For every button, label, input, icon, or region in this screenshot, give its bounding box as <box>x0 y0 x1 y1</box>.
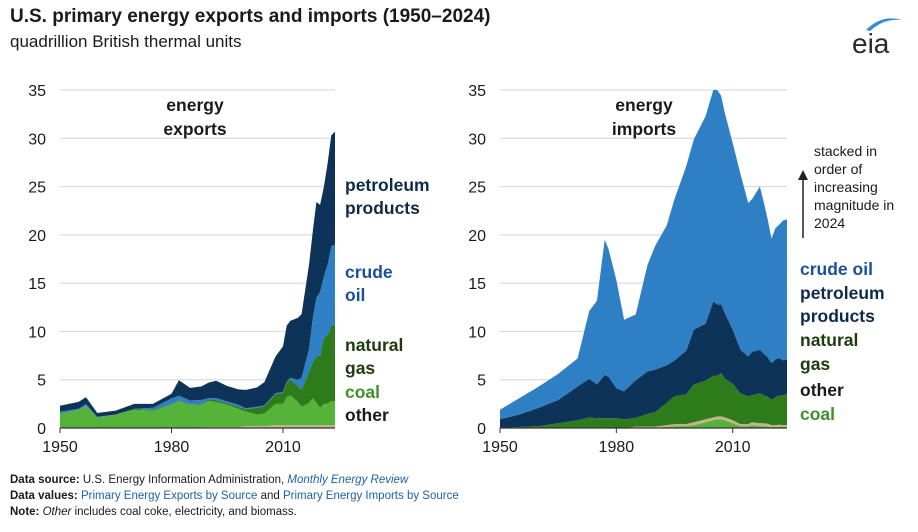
chart-exports: 0 5 10 15 20 25 30 35 1950 1980 2010 energy exports p… <box>28 83 429 456</box>
annotation-line: 2024 <box>814 215 845 231</box>
footer-values-link-exports[interactable]: Primary Energy Exports by Source <box>80 490 258 502</box>
y-tick-label: 20 <box>468 228 486 245</box>
footer-note: Note: Other includes coal coke, electric… <box>10 506 297 518</box>
y-tick-label: 25 <box>28 180 46 197</box>
exports-title-line2: exports <box>163 119 226 139</box>
area-natural-gas <box>500 373 787 428</box>
imports-legend-coal: coal <box>800 404 835 424</box>
area-crude-oil <box>500 90 787 420</box>
area-coal <box>500 419 787 428</box>
page-title: U.S. primary energy exports and imports … <box>10 6 491 27</box>
y-tick-label: 10 <box>28 324 46 341</box>
y-tick-label: 35 <box>468 83 486 100</box>
x-tick-label: 2010 <box>265 439 301 456</box>
footer-source: Data source: U.S. Energy Information Adm… <box>10 474 408 486</box>
footer-note-text: includes coal coke, electricity, and bio… <box>74 506 297 518</box>
y-tick-label: 5 <box>37 373 46 390</box>
footer-source-text: U.S. Energy Information Administration, <box>82 474 285 486</box>
imports-legend-petroleum-2: products <box>800 306 875 326</box>
x-tick-label: 1950 <box>482 439 518 456</box>
exports-legend-petroleum: petroleum <box>345 175 430 195</box>
annotation-line: increasing <box>814 179 878 195</box>
x-tick-label: 2010 <box>715 439 751 456</box>
y-tick-label: 35 <box>28 83 46 100</box>
area-other <box>500 416 787 428</box>
footer-note-label: Note: <box>10 506 40 518</box>
footer-source-link[interactable]: Monthly Energy Review <box>287 474 409 486</box>
exports-legend-crude-2: oil <box>345 285 365 305</box>
exports-legend-petroleum-2: products <box>345 198 420 218</box>
exports-legend-other: other <box>345 405 389 425</box>
y-tick-label: 15 <box>468 276 486 293</box>
imports-title-line1: energy <box>615 95 673 115</box>
footer-values: Data values: Primary Energy Exports by S… <box>10 490 459 502</box>
y-tick-label: 30 <box>468 131 486 148</box>
footer-values-and: and <box>260 490 280 502</box>
footer-note-other: Other <box>42 506 72 518</box>
y-tick-label: 0 <box>477 421 486 438</box>
y-tick-label: 10 <box>468 324 486 341</box>
annotation-line: stacked in <box>814 143 877 159</box>
imports-title-line2: imports <box>612 119 676 139</box>
y-tick-label: 0 <box>37 421 46 438</box>
annotation-arrowhead-icon <box>798 170 808 180</box>
exports-legend-coal: coal <box>345 382 380 402</box>
y-tick-label: 15 <box>28 276 46 293</box>
footer-values-link-imports[interactable]: Primary Energy Imports by Source <box>282 490 459 502</box>
y-tick-label: 30 <box>28 131 46 148</box>
footer-source-label: Data source: <box>10 474 80 486</box>
annotation-line: magnitude in <box>814 197 894 213</box>
area-other <box>60 425 335 428</box>
x-tick-label: 1980 <box>599 439 635 456</box>
imports-legend-crude: crude oil <box>800 259 873 279</box>
x-tick-label: 1950 <box>42 439 78 456</box>
y-tick-label: 20 <box>28 228 46 245</box>
exports-title-line1: energy <box>166 95 224 115</box>
imports-legend-gas-2: gas <box>800 354 830 374</box>
area-coal <box>60 395 335 428</box>
exports-legend-crude: crude <box>345 262 393 282</box>
area-petroleum-products <box>500 301 787 428</box>
x-tick-label: 1980 <box>154 439 190 456</box>
y-tick-label: 25 <box>468 180 486 197</box>
footer-values-label: Data values: <box>10 490 78 502</box>
logo-swoosh-icon <box>866 18 902 31</box>
y-tick-label: 5 <box>477 373 486 390</box>
page-subtitle: quadrillion British thermal units <box>10 32 242 51</box>
exports-legend-gas: natural <box>345 335 403 355</box>
imports-legend-gas: natural <box>800 330 858 350</box>
chart-imports: 0 5 10 15 20 25 30 35 1950 1980 2010 energy imports c… <box>468 83 894 456</box>
area-petroleum-products <box>60 131 335 417</box>
logo-text: eia <box>852 28 890 59</box>
imports-legend-other: other <box>800 380 844 400</box>
eia-logo: eia <box>852 14 906 62</box>
imports-legend-petroleum: petroleum <box>800 283 885 303</box>
exports-legend-gas-2: gas <box>345 358 375 378</box>
annotation-line: order of <box>814 161 862 177</box>
